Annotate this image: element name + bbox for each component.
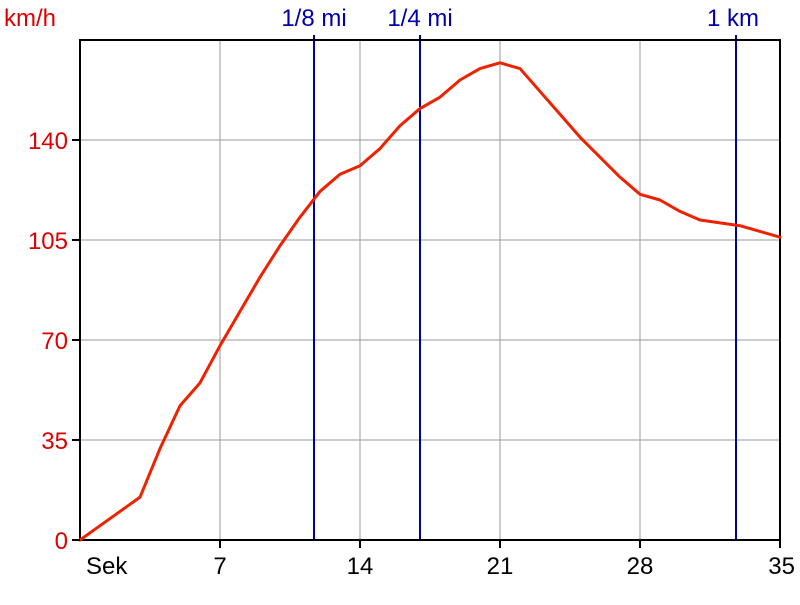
plot-frame [79, 39, 781, 541]
y-tick-label: 0 [55, 528, 68, 555]
x-tick-label: 14 [347, 553, 374, 580]
x-tick-label: 7 [213, 553, 226, 580]
marker-label: 1 km [707, 5, 759, 32]
grid [80, 40, 780, 540]
marker-label: 1/8 mi [281, 5, 346, 32]
series-line [78, 61, 782, 542]
x-tick-label: 21 [487, 553, 514, 580]
distance-markers: 1/8 mi 1/4 mi 1 km [281, 5, 759, 540]
x-axis-label: Sek [86, 553, 128, 580]
series [78, 61, 782, 542]
y-tick-label: 70 [41, 328, 68, 355]
axes: 0 35 70 105 140 7 14 21 28 35 [28, 128, 795, 580]
x-tick-label: 35 [768, 553, 795, 580]
y-tick-label: 140 [28, 128, 68, 155]
y-tick-label: 35 [41, 428, 68, 455]
x-tick-label: 28 [627, 553, 654, 580]
y-tick-label: 105 [28, 228, 68, 255]
marker-label: 1/4 mi [387, 5, 452, 32]
y-axis-label: km/h [4, 5, 56, 32]
